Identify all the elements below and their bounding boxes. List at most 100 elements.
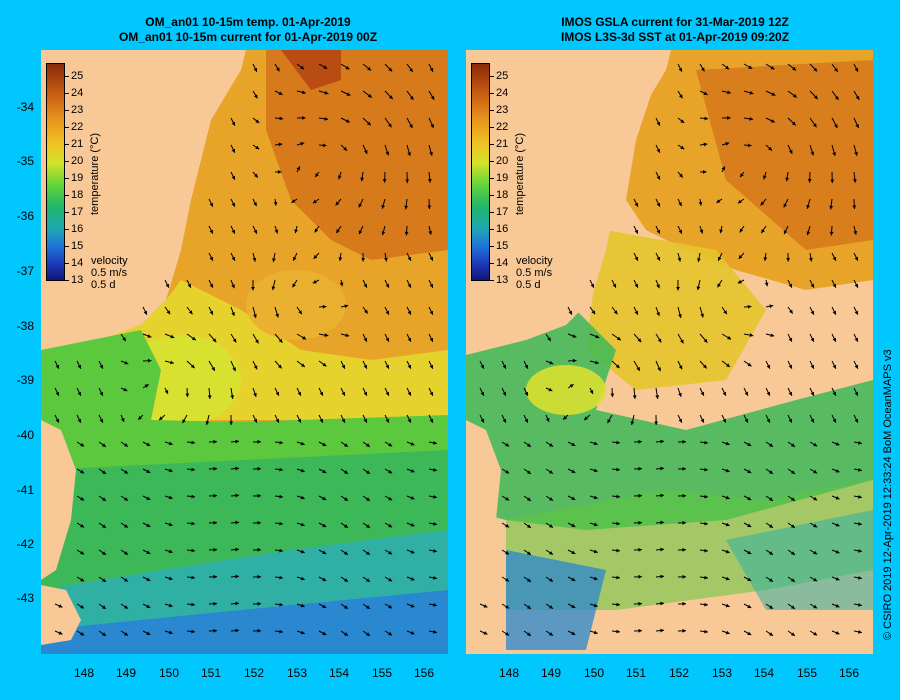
- current-arrowhead: [835, 441, 840, 446]
- current-arrowhead: [231, 121, 236, 126]
- current-arrowhead: [656, 312, 660, 316]
- current-arrowhead: [235, 466, 239, 471]
- current-arrowhead: [791, 121, 796, 126]
- current-arrowhead: [147, 358, 152, 363]
- current-arrowhead: [678, 418, 683, 423]
- current-arrowhead: [834, 95, 839, 100]
- current-arrowhead: [191, 575, 195, 580]
- current-arrowhead: [810, 151, 815, 156]
- current-arrowhead: [168, 495, 173, 500]
- current-arrowhead: [678, 392, 682, 397]
- current-arrowhead: [813, 604, 818, 609]
- current-arrowhead: [55, 364, 60, 369]
- current-arrowhead: [697, 258, 701, 263]
- current-arrowhead: [322, 550, 327, 554]
- current-arrowhead: [341, 418, 346, 423]
- current-arrowhead: [549, 443, 553, 447]
- current-arrowhead: [747, 550, 752, 554]
- current-arrowhead: [343, 443, 348, 447]
- current-arrowhead: [294, 229, 298, 234]
- current-arrowhead: [854, 67, 859, 72]
- current-arrowhead: [205, 421, 210, 425]
- current-arrowhead: [231, 284, 235, 289]
- current-arrowhead: [213, 601, 217, 606]
- current-arrowhead: [616, 494, 620, 499]
- lat-tick: -40: [16, 428, 34, 442]
- current-arrowhead: [593, 495, 598, 500]
- current-arrowhead: [571, 604, 576, 608]
- current-arrowhead: [302, 335, 307, 340]
- current-arrowhead: [209, 283, 214, 288]
- current-arrowhead: [829, 231, 834, 236]
- current-arrowhead: [630, 421, 635, 425]
- current-arrowhead: [677, 257, 682, 262]
- current-arrowhead: [835, 630, 840, 635]
- current-arrowhead: [854, 337, 859, 342]
- current-arrowhead: [343, 470, 348, 474]
- current-arrowhead: [278, 91, 283, 95]
- current-arrowhead: [660, 628, 664, 633]
- current-arrowhead: [835, 603, 840, 608]
- current-arrowhead: [766, 364, 771, 369]
- current-arrowhead: [830, 179, 835, 184]
- lat-tick: -43: [16, 591, 34, 605]
- cbar-tick: 19: [490, 172, 508, 184]
- current-arrowhead: [616, 548, 620, 553]
- current-arrowhead: [858, 467, 862, 472]
- current-arrowhead: [251, 286, 255, 291]
- current-arrowhead: [384, 257, 388, 262]
- current-arrowhead: [365, 578, 370, 582]
- cbar-tick: 17: [65, 206, 83, 218]
- current-arrowhead: [656, 121, 661, 126]
- current-arrowhead: [275, 391, 280, 396]
- current-arrowhead: [813, 577, 818, 582]
- cbar-tick: 20: [490, 155, 508, 167]
- current-arrowhead: [725, 576, 730, 581]
- lon-tick: 156: [413, 666, 435, 680]
- current-arrowhead: [101, 524, 106, 528]
- current-arrowhead: [388, 604, 393, 609]
- current-arrowhead: [763, 257, 768, 261]
- current-arrowhead: [363, 391, 368, 396]
- current-arrowhead: [590, 283, 595, 288]
- current-arrowhead: [855, 123, 859, 128]
- current-arrowhead: [634, 256, 639, 261]
- current-arrowhead: [704, 629, 708, 634]
- current-arrowhead: [771, 92, 776, 96]
- current-arrowhead: [854, 418, 859, 423]
- current-arrowhead: [680, 339, 684, 344]
- current-arrowhead: [404, 205, 409, 210]
- current-arrowhead: [410, 603, 415, 608]
- current-arrowhead: [300, 522, 305, 527]
- current-arrowhead: [854, 283, 859, 288]
- lat-tick: -38: [16, 319, 34, 333]
- cbar-tick: 22: [65, 121, 83, 133]
- current-arrowhead: [293, 256, 297, 261]
- current-arrowhead: [616, 336, 621, 341]
- current-arrowhead: [58, 631, 63, 635]
- current-arrowhead: [428, 230, 433, 235]
- current-arrowhead: [656, 148, 661, 153]
- current-arrowhead: [77, 418, 82, 423]
- current-arrowhead: [388, 496, 393, 501]
- current-arrowhead: [563, 415, 568, 420]
- current-arrowhead: [409, 95, 414, 100]
- current-arrowhead: [166, 310, 171, 315]
- current-arrowhead: [253, 202, 257, 207]
- current-vectors: [479, 63, 862, 637]
- lon-tick: 149: [115, 666, 137, 680]
- current-arrowhead: [737, 279, 742, 284]
- current-arrowhead: [855, 95, 860, 100]
- current-arrowhead: [790, 578, 795, 582]
- current-arrowhead: [191, 467, 195, 472]
- current-arrowhead: [612, 283, 617, 288]
- current-arrowhead: [571, 550, 576, 554]
- current-arrowhead: [593, 576, 598, 581]
- current-arrowhead: [829, 205, 834, 210]
- current-arrowhead: [480, 418, 485, 423]
- current-arrowhead: [747, 496, 752, 500]
- current-arrowhead: [187, 283, 192, 288]
- current-arrowhead: [343, 497, 348, 501]
- current-arrowhead: [302, 115, 306, 120]
- current-arrowhead: [345, 333, 350, 338]
